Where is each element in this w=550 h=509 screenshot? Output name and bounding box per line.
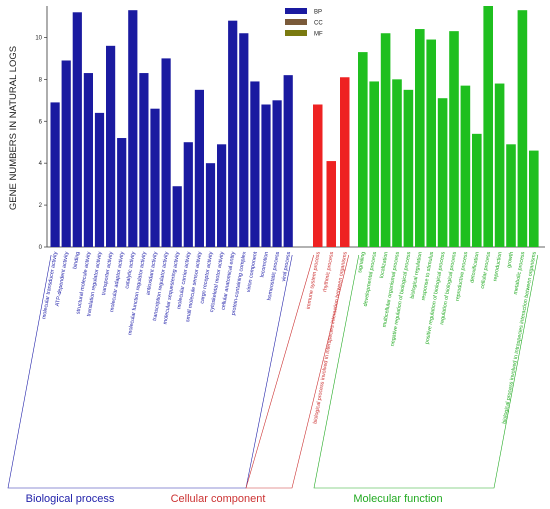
bar	[150, 108, 160, 248]
category-label: cellular process	[480, 251, 492, 289]
series-3	[358, 6, 539, 248]
category-label: reproduction	[492, 251, 503, 282]
bar	[358, 52, 368, 248]
bar	[506, 144, 516, 247]
y-tick-label: 0	[39, 245, 43, 251]
bar	[83, 73, 93, 247]
bar	[392, 79, 402, 247]
bar	[172, 186, 182, 247]
legend: BP CC MF	[285, 8, 323, 38]
group-label: Cellular component	[171, 493, 266, 505]
category-label: growth	[506, 251, 515, 268]
bar	[61, 60, 71, 248]
category-label: locomotion	[260, 251, 270, 278]
legend-label: BP	[314, 10, 322, 16]
bar	[194, 89, 204, 248]
bar	[272, 100, 282, 247]
bar	[449, 31, 459, 247]
bar	[472, 133, 482, 247]
y-axis-title: GENE NUMBERS IN NATURAL LOGS	[8, 46, 19, 210]
bar	[426, 39, 436, 248]
y-tick-label: 8	[39, 77, 43, 83]
legend-label: CC	[314, 21, 323, 27]
legend-swatch	[285, 19, 307, 25]
bar	[369, 81, 379, 247]
group-label: Biological process	[26, 493, 115, 505]
group-bracket	[245, 254, 350, 489]
bar	[517, 10, 528, 248]
bar	[313, 104, 323, 247]
y-tick-label: 6	[39, 119, 43, 125]
bar	[415, 29, 425, 248]
bar	[183, 142, 193, 247]
bar	[529, 150, 539, 247]
bar	[460, 85, 471, 247]
category-label: rhythmic process	[322, 251, 335, 292]
category-label: virion component	[246, 251, 259, 293]
category-label: immune system process	[306, 251, 322, 310]
group-label: Molecular function	[353, 493, 442, 505]
bar	[250, 81, 260, 247]
bar	[139, 73, 149, 247]
category-label: binding	[72, 251, 81, 269]
y-tick-label: 10	[35, 35, 42, 41]
legend-swatch	[285, 30, 307, 36]
bar	[72, 12, 82, 247]
category-label: viral process	[281, 251, 292, 282]
series-2	[313, 77, 350, 248]
bar	[340, 77, 350, 248]
bar	[94, 112, 105, 247]
bar	[161, 58, 171, 248]
category-label: reproductive process	[455, 251, 470, 302]
bar	[326, 161, 336, 247]
bar	[261, 104, 271, 247]
group-bracket	[313, 254, 539, 489]
bar	[228, 20, 238, 247]
bar	[494, 83, 505, 248]
series-1	[50, 10, 293, 248]
legend-swatch	[285, 8, 307, 14]
group-bracket	[7, 254, 293, 489]
bar	[106, 45, 116, 248]
bar	[403, 89, 414, 248]
bar	[217, 144, 227, 247]
bar	[380, 33, 391, 248]
group-bracket-layer: Biological process Cellular component Mole…	[7, 254, 539, 505]
bar	[283, 75, 293, 247]
category-label: catalytic activity	[124, 251, 136, 289]
bar	[483, 6, 493, 247]
bar	[128, 10, 138, 248]
category-label: detoxification	[469, 251, 480, 283]
bar	[205, 163, 216, 247]
bar	[117, 138, 127, 247]
category-label: signaling	[357, 251, 367, 273]
bar	[437, 98, 448, 247]
legend-label: MF	[314, 32, 323, 38]
y-tick-label: 4	[39, 161, 43, 167]
bar	[239, 33, 249, 248]
bar	[50, 102, 60, 248]
category-label: localization	[379, 251, 390, 278]
y-tick-label: 2	[39, 203, 43, 209]
bar-layer	[50, 6, 539, 248]
